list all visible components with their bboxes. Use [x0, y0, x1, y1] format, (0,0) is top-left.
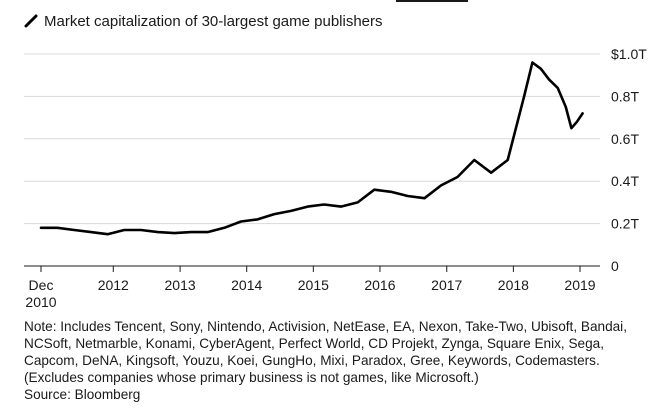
y-tick-label: 0: [611, 258, 619, 274]
y-tick-label: 0.4T: [611, 173, 639, 189]
x-tick-sublabel: 2010: [25, 294, 56, 310]
y-tick-label: 0.2T: [611, 216, 639, 232]
y-tick-label: 0.8T: [611, 88, 639, 104]
x-tick-label: 2017: [431, 277, 462, 293]
legend-swatch: [24, 14, 38, 28]
series-line: [39, 61, 584, 236]
x-tick-label: 2018: [498, 277, 529, 293]
x-tick-label: 2012: [98, 277, 129, 293]
x-tick-label: 2013: [165, 277, 196, 293]
source-text: Source: Bloomberg: [24, 387, 141, 402]
y-tick-label: 0.6T: [611, 131, 639, 147]
y-tick-label: $1.0T: [611, 46, 647, 62]
x-tick-label: 2019: [564, 277, 595, 293]
x-tick-label: 2016: [364, 277, 395, 293]
x-tick-label: 2015: [298, 277, 329, 293]
top-rule: [396, 0, 468, 2]
chart-legend: Market capitalization of 30-largest game…: [24, 10, 383, 32]
legend-label: Market capitalization of 30-largest game…: [44, 12, 383, 30]
note-text: Note: Includes Tencent, Sony, Nintendo, …: [24, 319, 627, 385]
x-tick-label: Dec: [29, 277, 54, 293]
chart-notes: Note: Includes Tencent, Sony, Nintendo, …: [24, 318, 654, 403]
x-tick-label: 2014: [231, 277, 262, 293]
